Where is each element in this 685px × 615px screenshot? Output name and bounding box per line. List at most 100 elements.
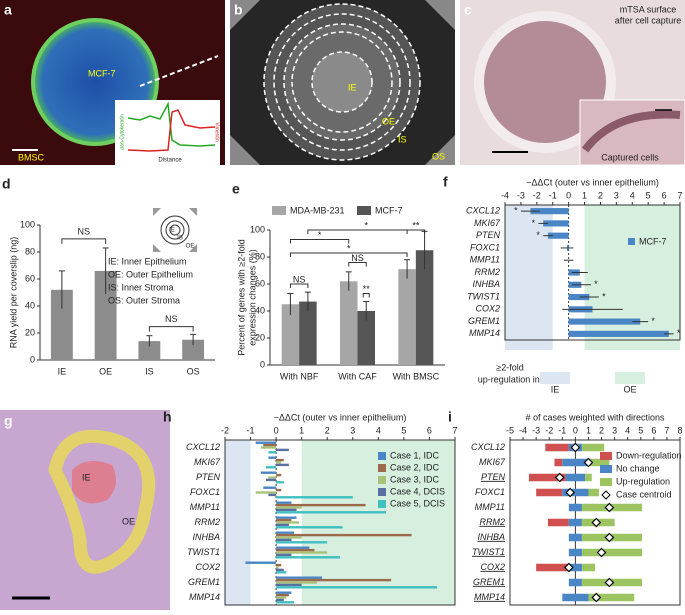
bar [276,518,292,522]
y-tick-label: 80 [255,251,265,261]
panel-g: IE OE g [0,410,170,610]
y-tick-label: INHBA [472,279,500,289]
y-tick-label: COX2 [195,562,220,572]
centroid [583,457,594,468]
legend-text: OE: Outer Epithelium [108,269,193,279]
x-tick-label: 5 [638,425,643,435]
significance: * [514,206,518,216]
panel-label: e [232,181,240,197]
bracket [406,229,426,235]
annotation: ** [412,220,420,230]
bar [415,250,434,365]
legend-label: MCF-7 [639,236,667,246]
bar [276,591,292,594]
annotation: NS [293,274,306,284]
x-tick-label: 2 [599,425,604,435]
bar [276,516,297,519]
plot-frame [509,439,681,606]
bar-no-change [568,563,582,572]
legend-swatch [378,476,386,484]
x-tick-label: With CAF [338,371,377,381]
annotation: NS [351,253,364,263]
legend-label: MCF-7 [375,205,403,215]
panel-label: d [2,176,11,192]
bar-no-change [562,593,589,602]
bar [276,458,284,462]
bar [94,270,117,360]
centroid [570,442,581,453]
y-tick-label: GREM1 [468,316,500,326]
legend-label: Case 1, IDC [390,450,440,460]
y-tick-label: COX2 [475,304,500,314]
x-tick-label: 5 [401,425,406,435]
centroid [554,472,565,483]
bar [276,593,289,597]
x-tick-label: OE [99,366,112,376]
bar [276,586,438,589]
x-tick-label: -1 [558,425,566,435]
x-axis-title: # of cases weighted with directions [525,412,665,422]
bar [276,508,297,512]
x-tick-label: OS [187,366,200,376]
bar [276,481,284,484]
bar [182,339,205,360]
diagram-label: OE [186,244,195,250]
bar [276,581,317,584]
y-tick-label: MMP11 [470,255,500,265]
x-tick-label: 3 [614,190,619,200]
bar [276,503,366,507]
y-tick-label: RRM2 [474,267,500,277]
x-tick-label: -1 [247,425,255,435]
y-tick-label: TWIST1 [472,547,505,557]
centroid [604,577,615,588]
x-tick-label: 2 [325,425,330,435]
legend-swatch [600,465,612,473]
bar [276,548,315,552]
legend-swatch [357,206,371,215]
bar [276,553,292,557]
bar [245,561,277,564]
bar [543,220,569,227]
x-tick-label: 7 [452,425,457,435]
bracket [148,326,194,332]
x-tick-label: 1 [586,425,591,435]
image-label: Captured cells [601,152,659,162]
bar-no-change [568,548,582,557]
centroid [604,532,615,543]
bar [276,601,294,604]
bar [276,461,282,464]
bar [255,441,277,444]
legend-diamond [601,490,611,500]
y-tick-label: 20 [255,332,265,342]
bar-up [581,563,595,572]
panel-label: g [4,413,13,429]
image-label: BMSC [18,152,45,162]
legend-text: IE: Inner Epithelium [108,256,187,266]
x-tick-label: 0 [274,425,279,435]
bar [265,478,277,482]
panel-b: IE OE IS OS b [230,0,455,165]
legend-label: Case 2, IDC [390,462,440,472]
y-tick-label: MMP11 [475,502,505,512]
inset-x: Distance [158,158,182,164]
centroid [596,547,607,558]
shading-label: OE [623,384,636,394]
y-axis-title: expression changes (%) [247,249,257,346]
x-tick-label: 6 [662,190,667,200]
y-tick-label: 20 [25,327,35,337]
bar [276,538,292,542]
panel-label: b [234,2,243,18]
bracket [289,239,350,244]
legend-swatch [378,452,386,460]
bar [276,583,302,587]
diagram-label: IE [169,228,175,234]
legend-swatch [600,452,612,460]
panel-label: h [163,409,172,425]
panel-label: f [443,174,448,190]
x-tick-label: 1 [299,425,304,435]
shading-title: up-regulation in: [478,374,543,384]
bar [276,566,279,569]
y-tick-label: 80 [25,246,35,256]
bar [276,551,328,554]
y-tick-label: 100 [20,219,35,229]
